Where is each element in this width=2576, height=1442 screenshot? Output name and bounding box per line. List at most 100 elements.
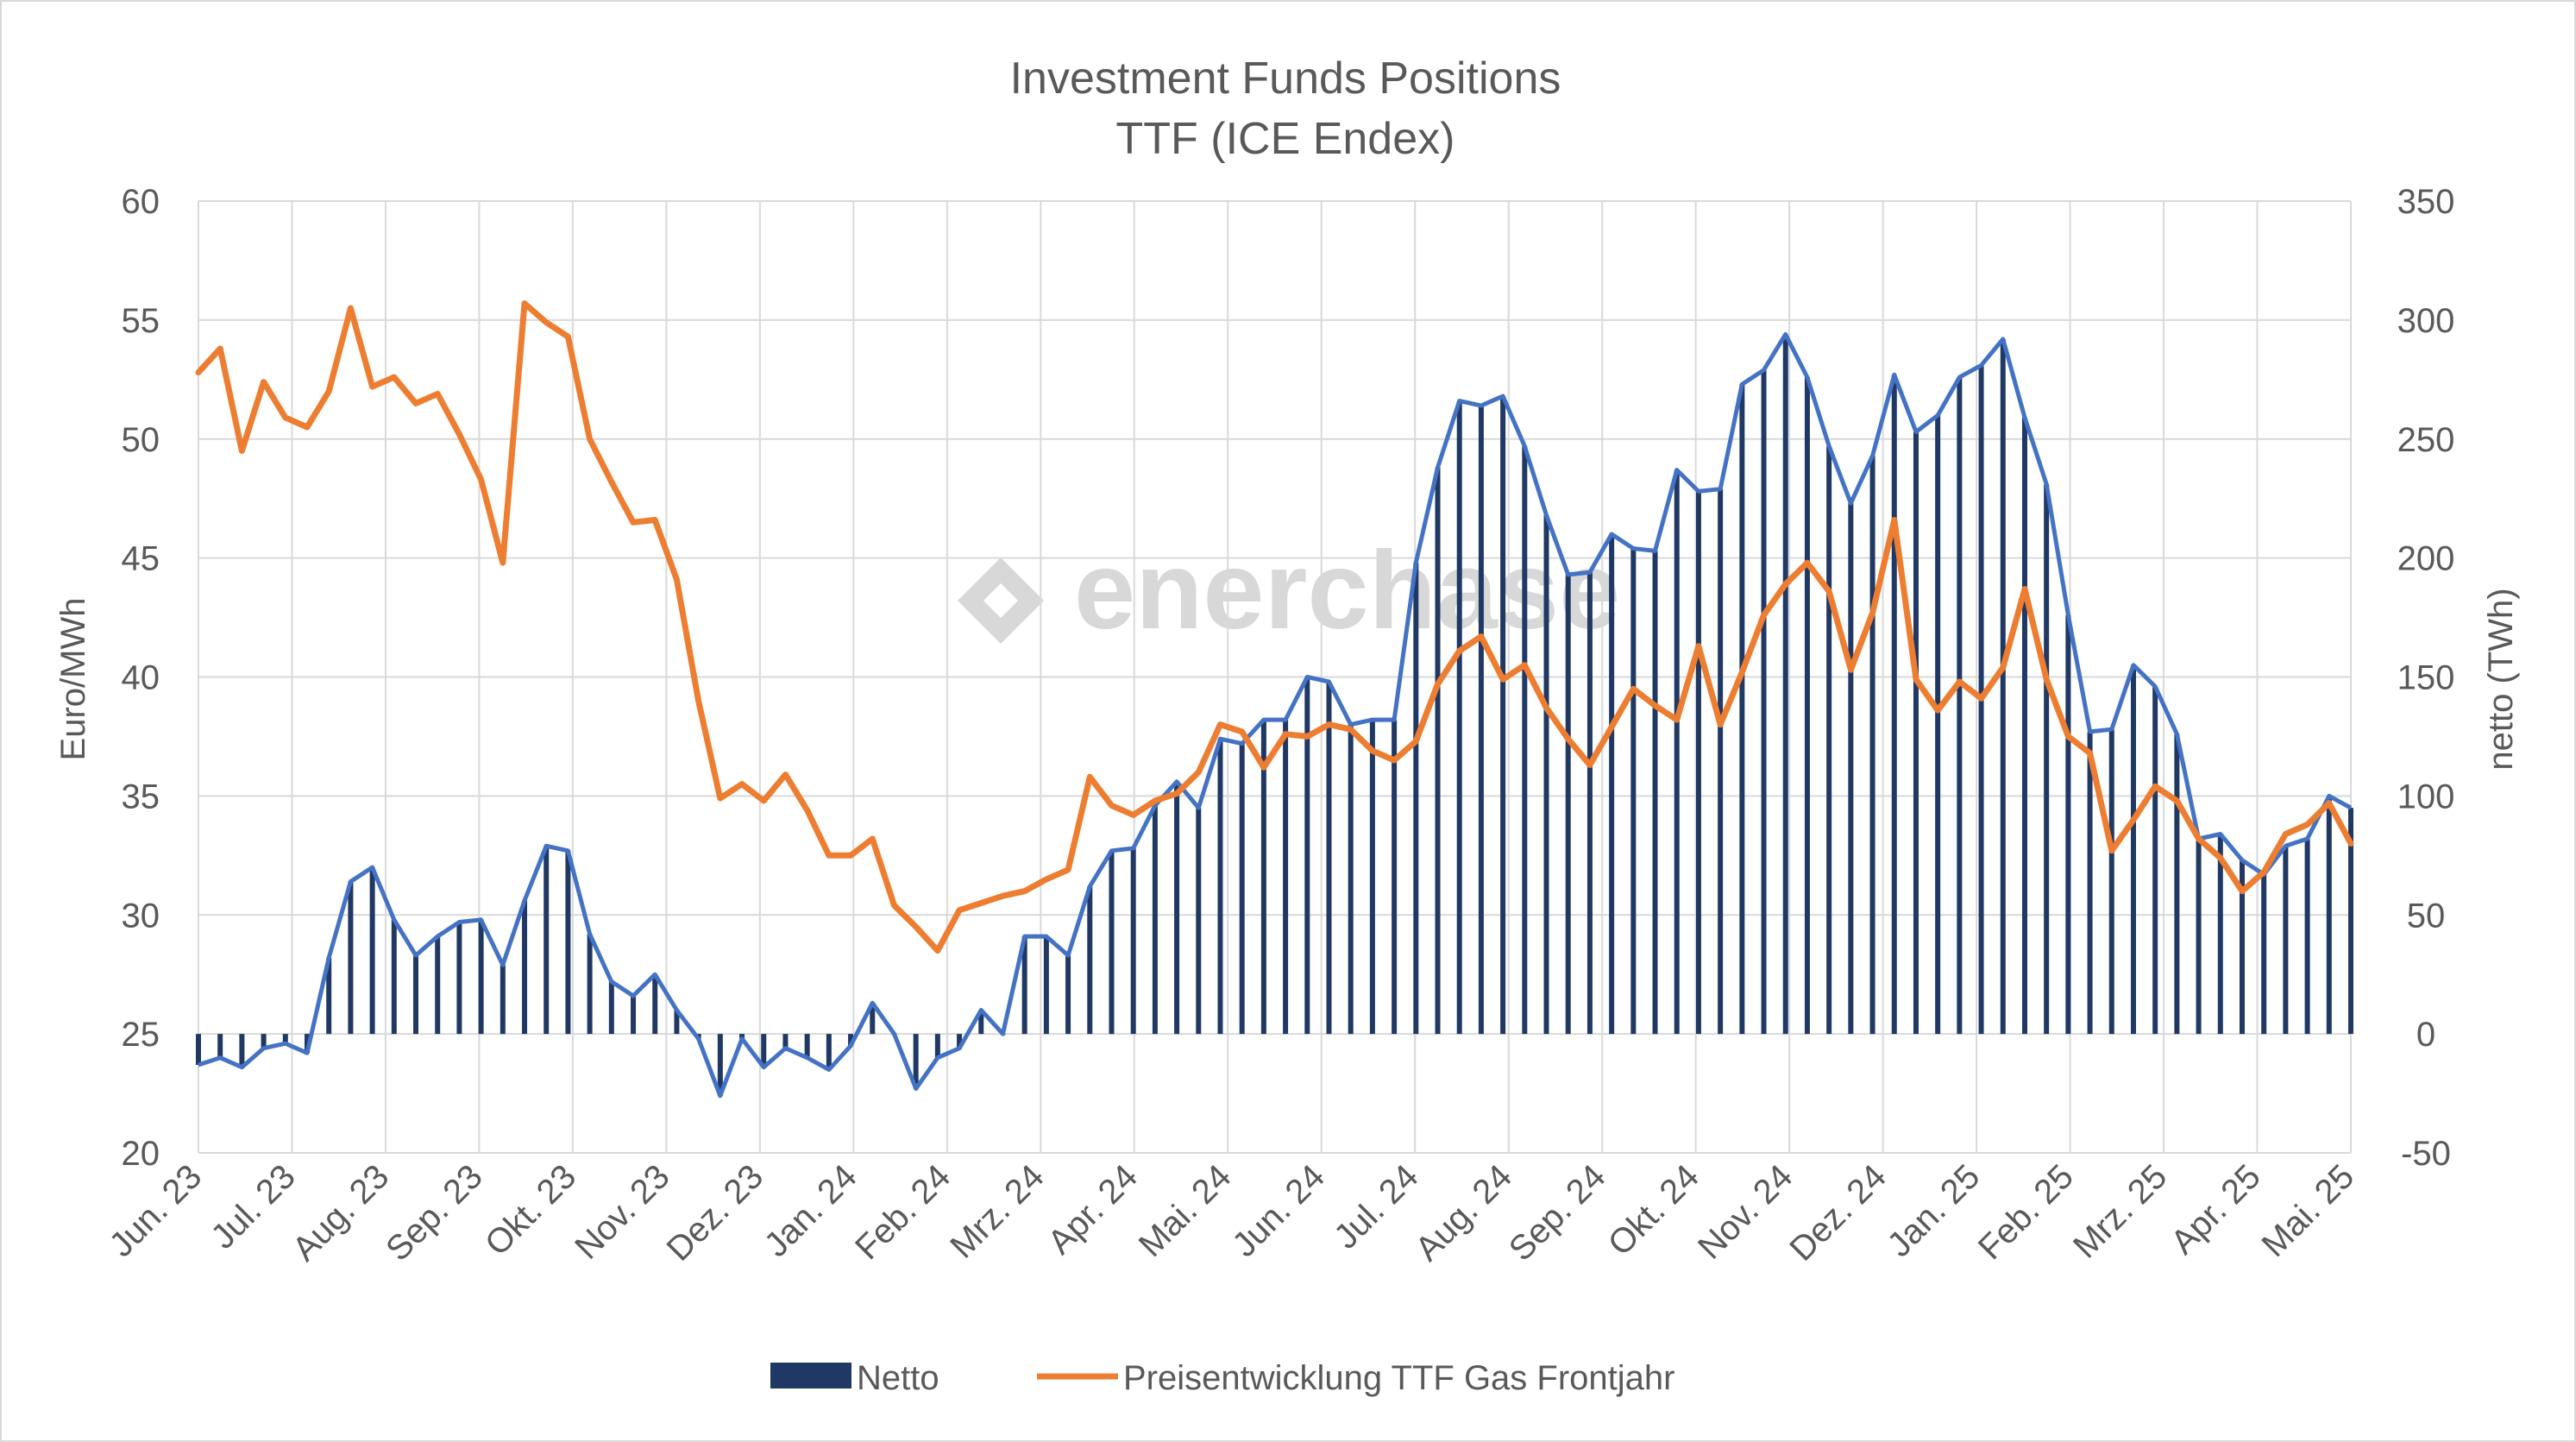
netto-bar	[1761, 369, 1767, 1035]
right-tick-label: 300	[2397, 302, 2455, 340]
netto-bar	[2217, 834, 2223, 1035]
enerchase-logo-icon	[958, 557, 1044, 644]
netto-bar	[565, 850, 571, 1035]
netto-bar	[478, 919, 484, 1035]
netto-bar	[217, 1034, 223, 1058]
right-tick-label: 0	[2416, 1016, 2435, 1054]
netto-bar	[1369, 720, 1375, 1035]
right-tick-label: 200	[2397, 540, 2455, 578]
netto-bar	[1826, 446, 1832, 1035]
netto-bar	[1674, 469, 1680, 1035]
netto-bar	[2239, 860, 2245, 1035]
netto-bar	[2000, 338, 2006, 1035]
left-tick-label: 40	[122, 659, 160, 697]
netto-bar	[782, 1034, 789, 1048]
left-axis-ticks: 20 25 30 35 40 45 50 55 60	[122, 183, 160, 1173]
netto-bar	[1217, 739, 1223, 1035]
netto-bar	[1087, 886, 1093, 1035]
price-line	[195, 300, 2354, 954]
netto-bar	[413, 955, 419, 1035]
netto-bar	[1586, 572, 1593, 1035]
netto-bar	[957, 1034, 963, 1048]
legend-netto-label: Netto	[857, 1359, 939, 1397]
right-tick-label: 250	[2397, 421, 2455, 459]
left-tick-label: 25	[122, 1016, 160, 1054]
netto-bar	[282, 1034, 288, 1044]
netto-bar	[1913, 431, 1919, 1035]
netto-bar	[1891, 375, 1897, 1035]
right-tick-label: -50	[2401, 1135, 2451, 1173]
netto-bar	[1565, 574, 1571, 1035]
netto-bar	[1500, 396, 1506, 1035]
chart-title-line-2: TTF (ICE Endex)	[1116, 114, 1455, 164]
left-tick-label: 30	[122, 897, 160, 935]
netto-bar	[2196, 839, 2202, 1035]
legend: Netto Preisentwicklung TTF Gas Frontjahr	[770, 1359, 1674, 1397]
netto-bar	[2152, 686, 2158, 1035]
netto-bar	[2021, 417, 2027, 1035]
netto-bar	[2087, 731, 2093, 1035]
netto-bar	[739, 1034, 745, 1039]
netto-bar	[652, 974, 658, 1035]
netto-bar	[848, 1034, 854, 1046]
chart-title-line-1: Investment Funds Positions	[1010, 54, 1561, 104]
netto-bar	[1456, 400, 1462, 1035]
watermark-text: enerchase	[1074, 529, 1620, 652]
netto-bar	[1392, 720, 1398, 1035]
netto-outline-line	[198, 331, 2353, 1099]
left-axis-title: Euro/MWh	[54, 598, 92, 761]
netto-bar	[1804, 377, 1810, 1035]
netto-bar	[1652, 551, 1658, 1035]
gridlines	[198, 200, 2352, 1154]
netto-bar	[1130, 848, 1136, 1035]
netto-bar	[1695, 491, 1701, 1035]
right-tick-label: 50	[2407, 897, 2446, 935]
netto-bar	[1174, 781, 1180, 1035]
left-tick-label: 60	[122, 183, 160, 221]
left-tick-label: 55	[122, 302, 160, 340]
netto-bar	[369, 867, 375, 1035]
netto-bar	[587, 934, 593, 1035]
netto-bar	[1630, 548, 1637, 1035]
netto-bar	[499, 965, 506, 1035]
netto-bar	[261, 1034, 267, 1048]
netto-bar	[1043, 936, 1049, 1035]
netto-bar	[1478, 406, 1484, 1035]
netto-bar	[2261, 874, 2267, 1035]
netto-bar	[1609, 534, 1615, 1035]
netto-bar	[1848, 503, 1854, 1035]
netto-bar	[2065, 614, 2071, 1035]
left-tick-label: 35	[122, 778, 160, 815]
watermark: enerchase	[958, 529, 1620, 652]
netto-bar	[2174, 734, 2180, 1035]
netto-bar	[196, 1034, 201, 1065]
left-tick-label: 45	[122, 540, 160, 578]
netto-bar	[1782, 334, 1788, 1035]
left-tick-label: 20	[122, 1135, 160, 1173]
netto-bar	[761, 1034, 767, 1067]
netto-bar	[978, 1010, 984, 1035]
netto-bar	[1522, 446, 1528, 1035]
right-tick-label: 100	[2397, 778, 2455, 815]
right-tick-label: 150	[2397, 659, 2455, 697]
netto-bar	[1152, 805, 1158, 1035]
netto-bar	[804, 1034, 810, 1058]
netto-bar	[1543, 514, 1549, 1035]
right-axis-ticks: -50 0 50 100 150 200 250 300 350	[2397, 183, 2455, 1173]
right-axis-title: netto (TWh)	[2482, 588, 2520, 770]
right-tick-label: 350	[2397, 183, 2455, 221]
netto-bar	[2326, 796, 2332, 1035]
netto-bar	[1957, 377, 1963, 1035]
netto-bar	[608, 981, 614, 1035]
netto-bar	[391, 919, 397, 1035]
netto-bar	[1348, 724, 1354, 1035]
legend-price-label: Preisentwicklung TTF Gas Frontjahr	[1123, 1359, 1674, 1397]
netto-bar	[1260, 720, 1266, 1035]
netto-bar	[913, 1034, 919, 1089]
left-tick-label: 50	[122, 421, 160, 459]
netto-bar	[326, 957, 332, 1035]
netto-bar	[1065, 955, 1071, 1035]
netto-bar	[1239, 743, 1245, 1035]
